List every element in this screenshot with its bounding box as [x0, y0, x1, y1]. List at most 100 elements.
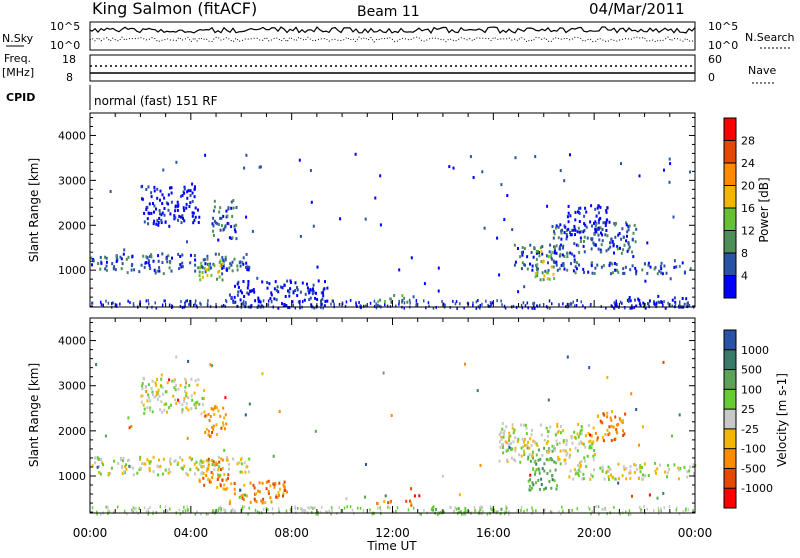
heatmap-cell — [479, 463, 482, 467]
heatmap-cell — [299, 290, 302, 294]
heatmap-cell — [485, 299, 487, 303]
heatmap-cell — [583, 240, 585, 243]
heatmap-cell — [513, 243, 516, 247]
heatmap-cell — [121, 466, 124, 470]
heatmap-cell — [323, 287, 326, 291]
heatmap-cell — [184, 390, 187, 393]
heatmap-cell — [656, 272, 659, 276]
heatmap-cell — [592, 440, 595, 444]
heatmap-cell — [511, 423, 514, 427]
heatmap-cell — [373, 304, 376, 308]
heatmap-cell — [301, 281, 304, 285]
y-tick-label: 1000 — [58, 470, 86, 483]
heatmap-cell — [635, 463, 638, 467]
heatmap-cell — [602, 439, 605, 443]
heatmap-cell — [201, 396, 204, 400]
heatmap-cell — [312, 287, 314, 291]
heatmap-cell — [202, 472, 205, 476]
heatmap-cell — [168, 303, 171, 307]
heatmap-cell — [200, 459, 203, 463]
heatmap-cell — [526, 443, 529, 447]
heatmap-cell — [212, 424, 215, 428]
heatmap-cell — [91, 506, 94, 510]
heatmap-cell — [91, 263, 93, 267]
heatmap-cell — [240, 462, 243, 466]
heatmap-cell — [202, 465, 205, 468]
heatmap-cell — [584, 459, 587, 463]
heatmap-cell — [663, 264, 666, 268]
heatmap-cell — [193, 462, 196, 466]
heatmap-cell — [234, 300, 237, 304]
heatmap-cell — [610, 304, 613, 308]
heatmap-cell — [218, 269, 221, 273]
heatmap-cell — [159, 198, 161, 202]
heatmap-cell — [292, 303, 294, 307]
heatmap-cell — [277, 290, 280, 294]
heatmap-cell — [299, 301, 301, 305]
heatmap-cell — [92, 259, 95, 263]
heatmap-cell — [537, 478, 540, 482]
heatmap-cell — [237, 280, 240, 284]
heatmap-cell — [526, 301, 529, 305]
heatmap-cell — [177, 252, 180, 256]
heatmap-cell — [601, 233, 604, 237]
heatmap-cell — [105, 260, 108, 264]
y-tick-label: 3000 — [58, 380, 86, 393]
heatmap-cell — [298, 158, 301, 162]
heatmap-cell — [139, 455, 142, 459]
heatmap-cell — [506, 448, 509, 452]
heatmap-cell — [143, 220, 146, 224]
heatmap-cell — [217, 455, 220, 459]
heatmap-cell — [267, 490, 270, 493]
heatmap-cell — [679, 303, 681, 307]
heatmap-cell — [403, 306, 405, 310]
heatmap-cell — [168, 378, 171, 382]
heatmap-cell — [487, 303, 489, 307]
heatmap-cell — [253, 497, 256, 501]
heatmap-cell — [151, 410, 154, 414]
heatmap-cell — [601, 467, 604, 471]
heatmap-cell — [146, 306, 148, 310]
heatmap-cell — [573, 224, 576, 228]
heatmap-cell — [591, 237, 594, 241]
heatmap-cell — [130, 424, 133, 428]
heatmap-cell — [574, 218, 577, 222]
heatmap-cell — [324, 280, 326, 284]
heatmap-cell — [498, 433, 501, 436]
heatmap-cell — [534, 470, 537, 474]
heatmap-cell — [617, 270, 620, 274]
heatmap-cell — [502, 435, 505, 439]
heatmap-cell — [194, 302, 196, 306]
heatmap-cell — [481, 170, 484, 174]
colorbar-tick-label: -25 — [741, 423, 759, 436]
heatmap-cell — [278, 410, 281, 413]
heatmap-cell — [166, 410, 168, 414]
heatmap-cell — [310, 505, 313, 509]
heatmap-cell — [599, 466, 602, 470]
heatmap-cell — [222, 260, 225, 264]
heatmap-cell — [633, 463, 636, 467]
heatmap-cell — [197, 468, 200, 472]
heatmap-cell — [217, 223, 220, 226]
heatmap-cell — [194, 512, 197, 516]
heatmap-cell — [146, 406, 149, 410]
heatmap-cell — [503, 429, 506, 433]
heatmap-cell — [207, 299, 209, 303]
heatmap-cell — [193, 195, 196, 199]
heatmap-cell — [236, 462, 239, 466]
heatmap-cell — [516, 509, 518, 513]
heatmap-cell — [654, 461, 657, 465]
colorbar-swatch — [724, 428, 736, 450]
heatmap-cell — [365, 304, 367, 308]
heatmap-cell — [251, 289, 254, 293]
heatmap-cell — [311, 289, 314, 293]
heatmap-cell — [127, 416, 130, 420]
heatmap-cell — [576, 464, 579, 467]
heatmap-cell — [627, 512, 630, 516]
heatmap-cell — [593, 449, 596, 452]
heatmap-cell — [299, 234, 302, 238]
heatmap-cell — [279, 285, 282, 289]
heatmap-cell — [203, 258, 206, 262]
colorbar-tick-label: -500 — [741, 462, 766, 475]
heatmap-cell — [614, 477, 617, 481]
